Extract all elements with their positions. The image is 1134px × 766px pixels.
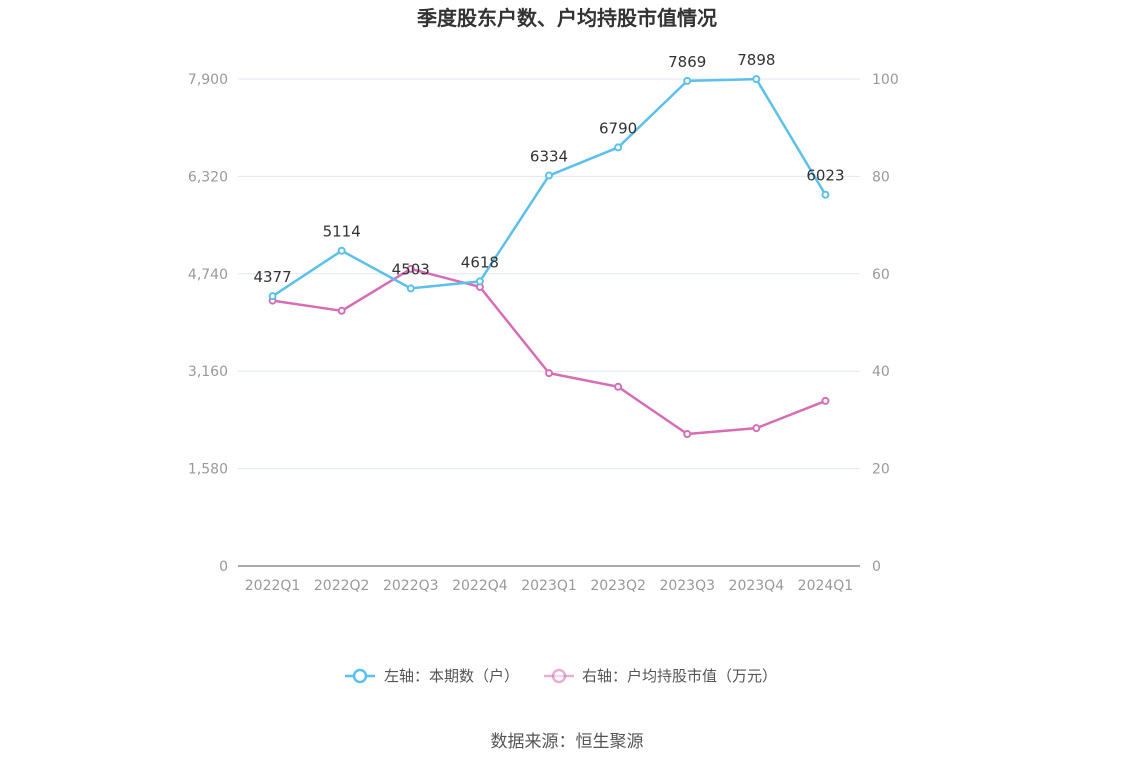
data-label: 6790 bbox=[599, 119, 637, 137]
legend-label: 左轴：本期数（户） bbox=[384, 667, 519, 685]
right-tick-label: 40 bbox=[872, 364, 890, 380]
series-layer: 4377 5114 4503 4618 6334 6790 7869 7898 6023 bbox=[253, 51, 845, 439]
data-point bbox=[545, 171, 553, 180]
right-tick-label: 80 bbox=[872, 169, 890, 185]
data-label: 7898 bbox=[737, 51, 775, 69]
series-line bbox=[271, 77, 827, 298]
left-tick-label: 4,740 bbox=[188, 267, 228, 283]
data-point bbox=[821, 190, 830, 199]
x-tick-label: 2024Q1 bbox=[798, 578, 854, 594]
data-point bbox=[406, 284, 415, 293]
legend-item-0: 左轴：本期数（户） bbox=[345, 667, 519, 685]
x-tick-label: 2022Q4 bbox=[452, 578, 508, 594]
data-label: 7869 bbox=[668, 53, 706, 71]
x-tick-label: 2023Q4 bbox=[729, 578, 785, 594]
legend-marker bbox=[352, 668, 368, 684]
data-point bbox=[683, 76, 692, 85]
legend-marker bbox=[551, 668, 567, 684]
left-tick-label: 6,320 bbox=[188, 169, 228, 185]
x-axis-ticks: 2022Q1 2022Q2 2022Q3 2022Q4 2023Q1 2023Q2 2023… bbox=[245, 578, 853, 594]
left-tick-label: 0 bbox=[219, 559, 228, 575]
left-tick-label: 3,160 bbox=[188, 364, 228, 380]
data-point bbox=[821, 396, 830, 405]
data-point bbox=[406, 264, 415, 273]
right-tick-label: 100 bbox=[872, 72, 899, 88]
x-tick-label: 2023Q3 bbox=[659, 578, 715, 594]
left-axis-ticks: 0 1,580 3,160 4,740 6,320 7,900 bbox=[188, 72, 228, 575]
x-tick-label: 2022Q3 bbox=[383, 578, 439, 594]
legend-item-1: 右轴：户均持股市值（万元） bbox=[544, 667, 777, 685]
data-point bbox=[337, 246, 346, 255]
chart-title: 季度股东户数、户均持股市值情况 bbox=[416, 6, 717, 30]
data-label: 4618 bbox=[461, 253, 499, 271]
data-point bbox=[337, 306, 346, 315]
data-label: 4377 bbox=[253, 268, 291, 286]
data-label: 4503 bbox=[392, 260, 430, 278]
x-tick-label: 2023Q1 bbox=[521, 578, 577, 594]
data-point bbox=[614, 382, 623, 391]
data-point bbox=[475, 277, 484, 286]
series-line bbox=[272, 267, 826, 436]
data-label: 6334 bbox=[530, 148, 568, 166]
left-tick-label: 7,900 bbox=[188, 72, 228, 88]
x-tick-label: 2022Q2 bbox=[314, 578, 370, 594]
data-point bbox=[683, 430, 692, 439]
right-tick-label: 0 bbox=[872, 559, 881, 575]
right-tick-label: 60 bbox=[872, 267, 890, 283]
grid bbox=[238, 78, 860, 470]
data-point bbox=[268, 292, 277, 301]
right-axis-ticks: 0 20 40 60 80 100 bbox=[872, 72, 899, 575]
x-tick-label: 2023Q2 bbox=[590, 578, 646, 594]
data-label: 5114 bbox=[323, 223, 361, 241]
legend: 左轴：本期数（户） 右轴：户均持股市值（万元） bbox=[345, 667, 777, 685]
data-point bbox=[545, 369, 553, 378]
source-note: 数据来源：恒生聚源 bbox=[491, 732, 644, 752]
data-point bbox=[752, 424, 761, 433]
right-tick-label: 20 bbox=[872, 462, 890, 478]
data-point bbox=[614, 143, 623, 152]
x-tick-label: 2022Q1 bbox=[245, 578, 301, 594]
series-1 bbox=[268, 264, 830, 439]
data-label: 6023 bbox=[806, 167, 844, 185]
data-point bbox=[752, 75, 761, 84]
series-0: 4377 5114 4503 4618 6334 6790 7869 7898 6023 bbox=[253, 51, 845, 301]
left-tick-label: 1,580 bbox=[188, 462, 228, 478]
legend-label: 右轴：户均持股市值（万元） bbox=[582, 667, 777, 685]
